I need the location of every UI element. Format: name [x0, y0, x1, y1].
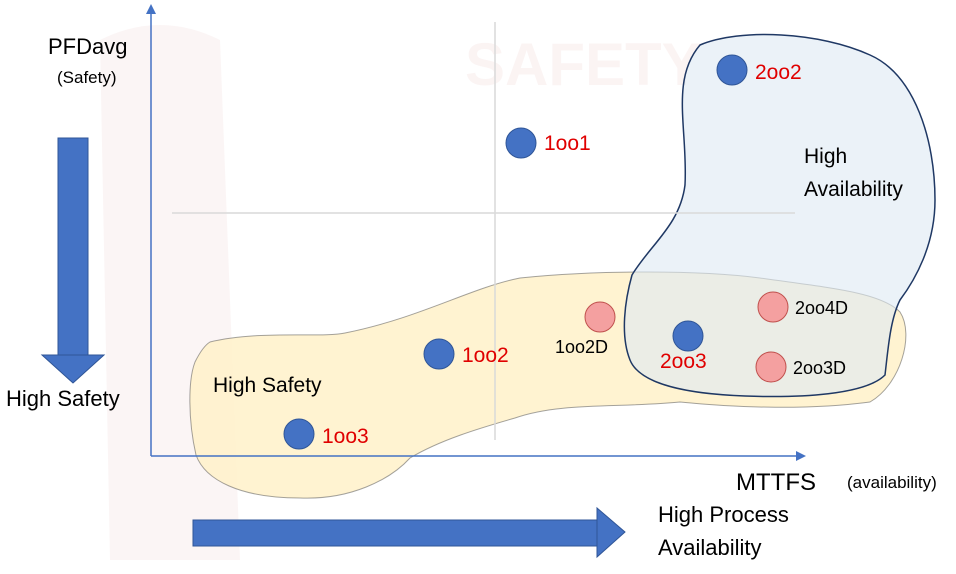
x-axis-label: MTTFS — [736, 469, 816, 496]
pink-dot-2oo4D — [757, 291, 789, 323]
architecture-2oo3D: 2oo3D — [755, 351, 846, 383]
architecture-2oo2: 2oo2 — [716, 54, 802, 86]
label-1oo2: 1oo2 — [462, 344, 509, 367]
architecture-1oo1: 1oo1 — [505, 127, 591, 159]
architecture-1oo2D: 1oo2D — [555, 301, 616, 357]
high-safety-region-label: High Safety — [213, 374, 322, 397]
label-1oo2D: 1oo2D — [555, 337, 608, 357]
x-axis-arrowhead — [796, 451, 806, 461]
y-axis-arrowhead — [146, 4, 156, 14]
high-availability-region-label-line2: Availability — [804, 178, 903, 201]
high-availability-right-arrow — [192, 506, 626, 559]
architecture-2oo3: 2oo3 — [660, 320, 707, 373]
architecture-2oo4D: 2oo4D — [757, 291, 848, 323]
high-availability-region-label-line1: High — [804, 145, 847, 168]
blue-dot-1oo1 — [505, 127, 537, 159]
high-safety-down-arrow — [40, 137, 106, 384]
architecture-1oo3: 1oo3 — [283, 418, 369, 450]
label-2oo4D: 2oo4D — [795, 298, 848, 318]
pink-dot-2oo3D — [755, 351, 787, 383]
watermark-text: SAFETY — [465, 31, 702, 98]
label-1oo1: 1oo1 — [544, 132, 591, 155]
high-process-label-line2: Availability — [658, 535, 762, 560]
blue-dot-2oo2 — [716, 54, 748, 86]
label-2oo3D: 2oo3D — [793, 358, 846, 378]
label-2oo3: 2oo3 — [660, 350, 707, 373]
y-axis-sublabel: (Safety) — [57, 68, 117, 87]
blue-dot-2oo3 — [672, 320, 704, 352]
high-process-label-line1: High Process — [658, 502, 789, 527]
high-safety-indicator-label: High Safety — [6, 386, 120, 411]
architecture-1oo2: 1oo2 — [423, 338, 509, 370]
x-axis-sublabel: (availability) — [847, 473, 937, 492]
high-availability-region — [623, 33, 936, 398]
blue-dot-1oo3 — [283, 418, 315, 450]
label-1oo3: 1oo3 — [322, 425, 369, 448]
pink-dot-1oo2D — [584, 301, 616, 333]
y-axis-label: PFDavg — [48, 34, 127, 59]
blue-dot-1oo2 — [423, 338, 455, 370]
label-2oo2: 2oo2 — [755, 61, 802, 84]
